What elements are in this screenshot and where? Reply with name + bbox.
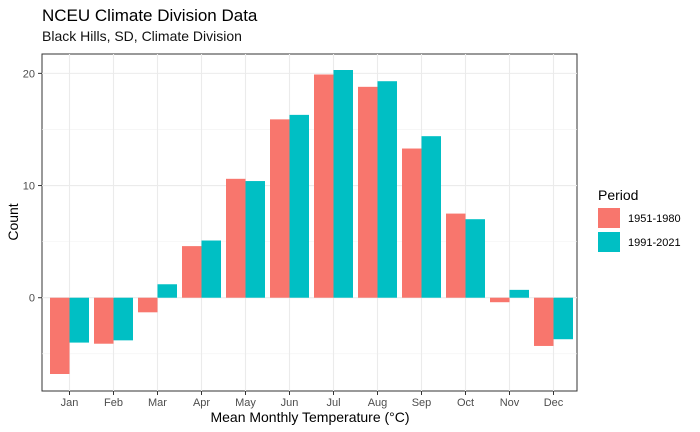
bar-1951-1980-Feb (94, 297, 114, 344)
bar-1991-2021-Apr (201, 240, 221, 298)
x-tick-label: Dec (544, 397, 564, 409)
x-tick-label: May (235, 397, 256, 409)
x-tick-label: Mar (148, 397, 167, 409)
bar-1991-2021-Jan (69, 297, 89, 343)
x-axis-title: Mean Monthly Temperature (°C) (210, 409, 409, 425)
bar-1991-2021-Sep (421, 136, 441, 298)
bars (50, 70, 573, 374)
x-tick-label: Jan (61, 397, 79, 409)
y-tick-label: 10 (23, 181, 35, 193)
legend-key-1951-1980 (598, 208, 620, 228)
legend-label-1951-1980: 1951-1980 (628, 213, 681, 225)
y-tick-label: 0 (29, 293, 35, 305)
y-axis-title: Count (5, 203, 21, 240)
bar-1991-2021-Nov (509, 289, 529, 298)
x-tick-label: Oct (457, 397, 474, 409)
bar-1991-2021-Dec (553, 297, 573, 340)
bar-1951-1980-Oct (446, 213, 466, 298)
bar-1991-2021-Mar (157, 284, 177, 298)
x-tick-label: Aug (368, 397, 388, 409)
bar-1951-1980-Jan (50, 297, 70, 374)
bar-1951-1980-Aug (358, 86, 378, 298)
x-tick-label: Sep (412, 397, 432, 409)
bar-1951-1980-Jun (270, 119, 290, 298)
x-axis: Jan Feb Mar Apr May Jun Jul Aug Sep Oct Nov Dec (61, 391, 564, 409)
y-axis: 0 10 20 (23, 68, 42, 305)
legend-title: Period (598, 187, 638, 203)
bar-1951-1980-Nov (490, 297, 510, 303)
legend: Period 1951-1980 1991-2021 (598, 187, 681, 252)
legend-label-1991-2021: 1991-2021 (628, 237, 681, 249)
legend-key-1991-2021 (598, 232, 620, 252)
bar-1991-2021-Aug (377, 81, 397, 298)
bar-1951-1980-May (226, 178, 246, 298)
bar-1991-2021-Jun (289, 114, 309, 298)
x-tick-label: Apr (193, 397, 210, 409)
chart-subtitle: Black Hills, SD, Climate Division (42, 28, 242, 44)
x-tick-label: Feb (104, 397, 123, 409)
bar-1991-2021-Jul (333, 70, 353, 298)
chart-title: NCEU Climate Division Data (42, 6, 258, 25)
bar-1951-1980-Jul (314, 74, 334, 298)
bar-1951-1980-Mar (138, 297, 158, 313)
bar-1951-1980-Sep (402, 148, 422, 298)
y-tick-label: 20 (23, 68, 35, 80)
bar-1991-2021-May (245, 181, 265, 298)
plot-panel (41, 53, 578, 392)
x-tick-label: Nov (500, 397, 520, 409)
bar-1951-1980-Apr (182, 246, 202, 298)
bar-1991-2021-Oct (465, 219, 485, 298)
bar-1951-1980-Dec (534, 297, 554, 346)
x-tick-label: Jun (281, 397, 299, 409)
bar-1991-2021-Feb (113, 297, 133, 341)
x-tick-label: Jul (326, 397, 340, 409)
